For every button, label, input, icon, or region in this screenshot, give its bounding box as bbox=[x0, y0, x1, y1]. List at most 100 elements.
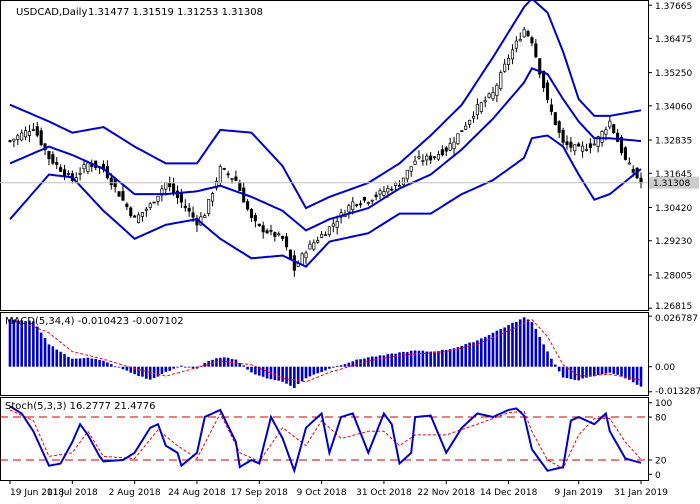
macd-histogram-bar bbox=[238, 363, 242, 367]
macd-histogram-bar bbox=[172, 366, 175, 369]
candle bbox=[417, 150, 421, 160]
candle-body bbox=[47, 151, 51, 160]
y-tick-label: 0 bbox=[655, 471, 661, 481]
macd-histogram-bar bbox=[199, 365, 203, 367]
macd-histogram-bar bbox=[90, 358, 94, 367]
candle bbox=[581, 141, 585, 158]
candle bbox=[413, 155, 417, 166]
symbol-label: USDCAD,Daily bbox=[16, 7, 87, 18]
candle bbox=[440, 145, 444, 157]
candle bbox=[8, 139, 12, 143]
macd-histogram-bar bbox=[483, 336, 487, 367]
candle bbox=[347, 203, 351, 219]
candle-body bbox=[183, 205, 187, 209]
candle bbox=[82, 159, 86, 174]
candle-body bbox=[417, 156, 421, 159]
candle bbox=[51, 151, 55, 165]
candle-body bbox=[323, 234, 328, 237]
candle bbox=[323, 231, 328, 237]
candle bbox=[390, 186, 394, 192]
macd-histogram-bar bbox=[604, 366, 608, 374]
x-tick-label: 19 Jun 2018 bbox=[10, 488, 64, 498]
candle bbox=[436, 150, 441, 161]
macd-histogram-bar bbox=[219, 357, 222, 367]
candle-body bbox=[203, 215, 207, 218]
candle-body bbox=[616, 132, 620, 143]
macd-histogram-bar bbox=[180, 365, 183, 367]
candle-body bbox=[320, 234, 324, 238]
candle bbox=[475, 98, 479, 120]
macd-histogram-bar bbox=[63, 354, 66, 367]
candle-body bbox=[238, 182, 242, 191]
candle-body bbox=[374, 194, 378, 198]
macd-histogram-bar bbox=[222, 357, 226, 367]
candle-body bbox=[619, 136, 624, 153]
candle bbox=[460, 130, 464, 132]
macd-histogram-bar bbox=[164, 366, 168, 372]
candle-body bbox=[316, 240, 320, 243]
macd-histogram-bar bbox=[51, 346, 55, 367]
macd-histogram-bar bbox=[98, 359, 101, 367]
candle-body bbox=[109, 177, 113, 186]
candle bbox=[125, 202, 129, 211]
candle-body bbox=[370, 199, 374, 202]
macd-histogram-bar bbox=[468, 342, 471, 367]
candle bbox=[495, 83, 499, 103]
candle-body bbox=[230, 178, 234, 180]
candle bbox=[281, 235, 285, 242]
candle-body bbox=[440, 149, 444, 156]
macd-histogram-bar bbox=[534, 328, 538, 367]
candle-body bbox=[460, 130, 464, 132]
candle-body bbox=[549, 104, 553, 112]
candle-body bbox=[608, 120, 612, 128]
candle-body bbox=[378, 190, 382, 195]
candle bbox=[433, 156, 437, 160]
candle-body bbox=[24, 130, 28, 138]
candle-body bbox=[175, 190, 180, 198]
macd-histogram-bar bbox=[331, 366, 335, 368]
y-tick-label: 20 bbox=[655, 456, 667, 466]
candle-body bbox=[351, 201, 355, 211]
candle-body bbox=[596, 136, 600, 148]
candle bbox=[20, 129, 24, 142]
macd-histogram-bar bbox=[460, 345, 464, 367]
macd-histogram-bar bbox=[156, 366, 160, 377]
macd-histogram-bar bbox=[71, 358, 74, 367]
candle bbox=[24, 126, 28, 141]
macd-histogram-bar bbox=[417, 350, 421, 367]
macd-histogram-bar bbox=[413, 350, 417, 367]
macd-histogram-bar bbox=[129, 366, 133, 373]
candle bbox=[561, 127, 565, 147]
candle bbox=[39, 127, 43, 147]
candle-body bbox=[249, 209, 254, 219]
candle-body bbox=[35, 126, 39, 136]
candle-body bbox=[312, 242, 316, 250]
candle bbox=[549, 98, 553, 116]
macd-histogram-bar bbox=[378, 355, 382, 367]
candle-body bbox=[234, 176, 238, 181]
macd-histogram-bar bbox=[207, 361, 210, 367]
candle-body bbox=[421, 160, 425, 162]
candle-body bbox=[16, 135, 20, 140]
candle-body bbox=[292, 255, 296, 271]
candle bbox=[362, 196, 367, 203]
candle-body bbox=[168, 182, 172, 188]
macd-histogram-bar bbox=[581, 366, 584, 379]
macd-histogram-bar bbox=[554, 364, 557, 367]
candle-body bbox=[172, 183, 176, 194]
candle-body bbox=[448, 143, 452, 151]
candle-body bbox=[413, 160, 417, 165]
y-tick-label: 80 bbox=[655, 414, 667, 424]
macd-histogram-bar bbox=[624, 366, 627, 379]
candle bbox=[246, 199, 250, 211]
macd-histogram-bar bbox=[507, 325, 510, 367]
macd-label: MACD(5,34,4) -0.010423 -0.007102 bbox=[5, 316, 184, 327]
candle-body bbox=[207, 199, 211, 214]
macd-histogram-bar bbox=[425, 351, 429, 367]
candle-body bbox=[331, 223, 335, 227]
candle bbox=[487, 92, 491, 99]
macd-histogram-bar bbox=[47, 344, 51, 367]
macd-histogram-bar bbox=[12, 319, 16, 367]
